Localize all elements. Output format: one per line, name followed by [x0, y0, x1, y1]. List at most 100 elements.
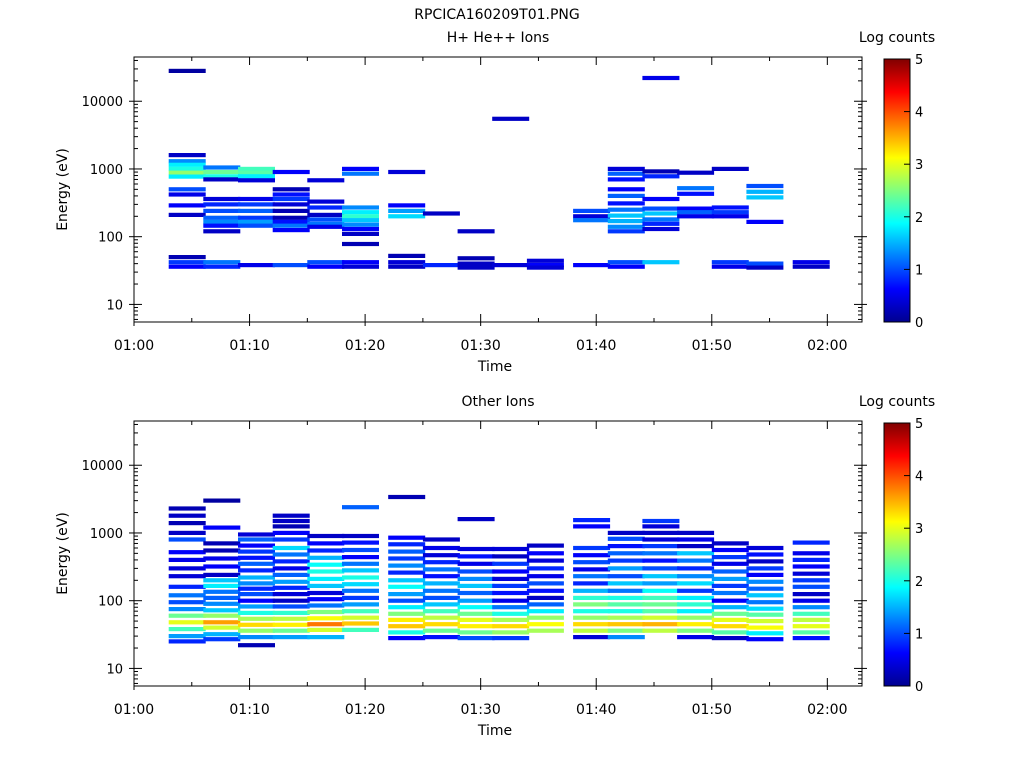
- spectrogram-cell: [307, 609, 345, 615]
- spectrogram-cell: [342, 166, 379, 171]
- spectrogram-cell: [607, 207, 645, 212]
- spectrogram-cell: [492, 116, 530, 121]
- spectrogram-cell: [388, 169, 426, 175]
- spectrogram-cell: [642, 217, 680, 222]
- spectrogram-cell: [642, 602, 680, 607]
- spectrogram-cell: [526, 258, 564, 263]
- spectrogram-cell: [422, 628, 460, 633]
- colorbar-tick-label: 3: [915, 158, 923, 173]
- spectrogram-cell: [457, 229, 495, 234]
- spectrogram-cell: [168, 557, 206, 562]
- spectrogram-cells: [168, 494, 830, 648]
- spectrogram-cell: [792, 260, 830, 265]
- spectrogram-cell: [422, 537, 460, 542]
- spectrogram-cell: [607, 260, 645, 265]
- spectrogram-cell: [711, 624, 749, 629]
- spectrogram-cell: [457, 630, 495, 635]
- spectrogram-cell: [677, 595, 715, 600]
- spectrogram-cell: [792, 630, 830, 635]
- spectrogram-cell: [203, 202, 241, 207]
- spectrogram-cell: [526, 615, 564, 620]
- spectrogram-cell: [492, 546, 530, 552]
- spectrogram-cell: [388, 570, 426, 575]
- spectrogram-cell: [238, 166, 275, 171]
- spectrogram-cell: [238, 568, 275, 573]
- spectrogram-cell: [607, 602, 645, 607]
- y-tick-label: 10: [106, 298, 123, 313]
- spectrogram-cell: [607, 213, 645, 218]
- spectrogram-cell: [307, 533, 345, 539]
- y-axis-label: Energy (eV): [55, 512, 71, 595]
- spectrogram-cell: [746, 637, 784, 642]
- spectrogram-cell: [607, 628, 645, 633]
- spectrogram-cell: [492, 569, 530, 574]
- spectrogram-cell: [342, 582, 379, 587]
- colorbar-tick-label: 5: [915, 53, 923, 68]
- spectrogram-cell: [272, 552, 310, 557]
- spectrogram-cell: [607, 588, 645, 593]
- spectrogram-cell: [342, 533, 379, 539]
- spectrogram-cell: [457, 265, 495, 270]
- spectrogram-cell: [203, 177, 241, 182]
- spectrogram-cell: [457, 517, 495, 522]
- spectrogram-cell: [388, 556, 426, 561]
- spectrogram-cell: [342, 615, 379, 620]
- spectrogram-cell: [422, 581, 460, 586]
- spectrogram-cell: [457, 546, 495, 552]
- spectrogram-cell: [168, 264, 206, 269]
- spectrogram-cell: [526, 558, 564, 563]
- spectrogram-cell: [746, 619, 784, 624]
- spectrogram-cell: [607, 229, 645, 234]
- spectrogram-cell: [307, 583, 345, 588]
- spectrogram-cell: [388, 494, 426, 500]
- colorbar-tick-label: 4: [915, 106, 923, 121]
- spectrogram-cell: [307, 217, 345, 222]
- spectrogram-cell: [746, 189, 784, 194]
- colorbar: [883, 58, 911, 323]
- spectrogram-cell: [388, 598, 426, 603]
- spectrogram-cell: [307, 178, 345, 183]
- panel-title: H+ He++ Ions: [447, 30, 550, 46]
- spectrogram-cell: [642, 588, 680, 593]
- spectrogram-cell: [746, 631, 784, 636]
- spectrogram-cell: [792, 540, 830, 545]
- spectrogram-cell: [342, 241, 379, 247]
- spectrogram-cell: [168, 166, 206, 171]
- spectrogram-cell: [342, 218, 379, 223]
- spectrogram-cell: [607, 566, 645, 571]
- spectrogram-cell: [711, 605, 749, 610]
- spectrogram-cell: [238, 263, 275, 268]
- spectrogram-cell: [203, 589, 241, 594]
- spectrogram-cell: [422, 545, 460, 551]
- spectrogram-cell: [746, 600, 784, 605]
- spectrogram-cell: [711, 555, 749, 560]
- spectrogram-cell: [746, 552, 784, 557]
- spectrogram-cell: [711, 611, 749, 616]
- spectrogram-cell: [642, 174, 680, 179]
- spectrogram-cell: [168, 607, 206, 612]
- colorbar-label: Log counts: [859, 394, 935, 410]
- spectrogram-cell: [272, 592, 310, 597]
- spectrogram-cell: [457, 598, 495, 603]
- spectrogram-cell: [526, 551, 564, 556]
- spectrogram-cell: [642, 595, 680, 600]
- spectrogram-cell: [457, 261, 495, 266]
- spectrogram-cell: [711, 598, 749, 603]
- spectrogram-cell: [203, 525, 241, 530]
- spectrogram-cell: [677, 558, 715, 563]
- spectrogram-cell: [342, 555, 379, 560]
- spectrogram-cell: [203, 601, 241, 606]
- spectrogram-cell: [342, 602, 379, 607]
- spectrogram-cell: [307, 622, 345, 627]
- spectrogram-cell: [677, 551, 715, 556]
- colorbar-tick-label: 5: [915, 417, 923, 432]
- spectrogram-cell: [677, 206, 715, 211]
- spectrogram-cell: [272, 610, 310, 615]
- spectrogram-cell: [168, 68, 206, 73]
- spectrogram-cell: [422, 560, 460, 565]
- spectrogram-cell: [457, 624, 495, 629]
- spectrogram-cell: [272, 187, 310, 192]
- spectrogram-cell: [457, 605, 495, 610]
- spectrogram-cell: [642, 609, 680, 614]
- spectrogram-cell: [792, 605, 830, 610]
